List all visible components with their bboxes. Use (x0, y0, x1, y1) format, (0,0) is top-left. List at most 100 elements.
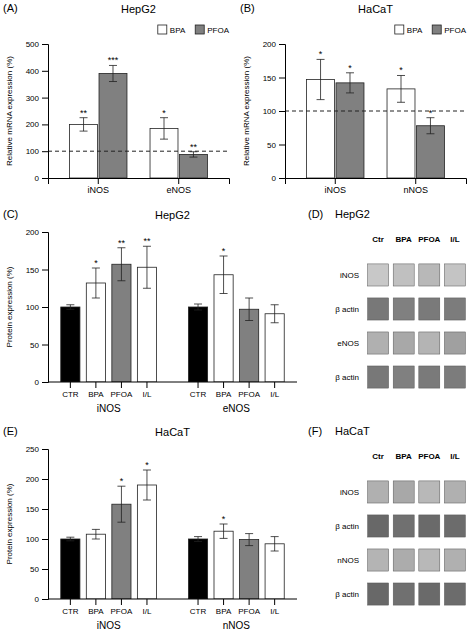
y-tick: 250 (26, 445, 48, 454)
blot-band (393, 298, 414, 320)
tick-line (274, 382, 275, 388)
y-tick: 150 (26, 505, 48, 514)
x-tick: PFOA (238, 599, 260, 616)
significance-label: * (429, 108, 433, 118)
legend: BPAPFOA (395, 25, 467, 35)
tick-label: 150 (26, 266, 40, 275)
blot-band (393, 549, 414, 571)
row-label: β actin (335, 590, 359, 599)
tick-line (42, 569, 48, 570)
axis-line (42, 450, 49, 600)
panel-label: (B) (240, 2, 255, 14)
tick-label: 0 (35, 378, 40, 387)
tick-label: I/L (143, 390, 152, 399)
row-label: iNOS (340, 488, 359, 497)
tick-line (249, 382, 250, 388)
blot-band (444, 583, 465, 605)
error-bar (346, 73, 354, 93)
panel-label: (E) (3, 425, 18, 437)
x-tick: CTR (190, 382, 207, 399)
x-axis: iNOSeNOS (49, 178, 230, 195)
error-bar (143, 470, 151, 500)
blot-band (419, 298, 440, 320)
panel-label: (C) (3, 208, 18, 220)
column-header: BPA (396, 235, 413, 244)
title: HaCaT (335, 425, 370, 437)
tick-line (42, 98, 48, 99)
plot-area (61, 246, 284, 382)
tick-label: 0 (35, 174, 40, 183)
blot-band (419, 583, 440, 605)
y-tick: 100 (263, 107, 285, 116)
tick-label: 100 (26, 147, 40, 156)
x-axis: CTRBPAPFOAI/L (190, 599, 280, 616)
plot-area (61, 470, 284, 599)
tick-line (121, 599, 122, 605)
y-axis-title: Relative mRNA expression (%) (5, 56, 14, 166)
tick-line (42, 345, 48, 346)
tick-label: 250 (26, 445, 40, 454)
legend-label: PFOA (444, 26, 466, 35)
x-tick: CTR (62, 599, 79, 616)
x-tick: I/L (270, 382, 279, 399)
x-tick: iNOS (88, 178, 110, 195)
legend-swatch (158, 25, 167, 34)
y-tick: 150 (263, 74, 285, 83)
blot-band (419, 515, 440, 537)
x-tick: I/L (143, 599, 152, 616)
tick-label: 100 (263, 107, 277, 116)
tick-label: 50 (30, 341, 39, 350)
tick-line (42, 539, 48, 540)
row-label: iNOS (340, 271, 359, 280)
column-header: I/L (450, 235, 459, 244)
blot-band (393, 583, 414, 605)
y-axis-title: Protein expression (%) (5, 483, 14, 564)
significance-label: * (222, 514, 226, 524)
axis-line (42, 45, 49, 179)
y-tick: 200 (26, 120, 48, 129)
y-tick: 150 (26, 266, 48, 275)
column-header: PFOA (418, 452, 440, 461)
blot: CtrBPAPFOAI/LiNOSβ actineNOSβ actin (335, 235, 465, 388)
tick-line (198, 599, 199, 605)
x-axis: CTRBPAPFOAI/L (62, 599, 152, 616)
bar (61, 307, 80, 382)
bar (214, 531, 233, 599)
blot-band (419, 481, 440, 503)
title: HepG2 (335, 208, 370, 220)
panel: ********0100200300400500iNOSeNOSRelative… (5, 3, 230, 195)
blot-band (419, 332, 440, 354)
column-header: Ctr (372, 452, 384, 461)
tick-label: 100 (26, 535, 40, 544)
axis-line (42, 233, 49, 383)
legend-item: PFOA (195, 25, 229, 35)
y-tick: 50 (30, 341, 48, 350)
error-bar (271, 305, 279, 323)
tick-line (95, 382, 96, 388)
significance-label: * (222, 246, 226, 256)
y-axis-title: Protein expression (%) (5, 266, 14, 347)
tick-label: iNOS (325, 185, 347, 195)
y-tick: 50 (30, 565, 48, 574)
tick-label: 500 (26, 40, 40, 49)
blot-band (393, 515, 414, 537)
tick-line (42, 307, 48, 308)
significance-label: ** (190, 142, 198, 152)
y-axis: 050100150200 (26, 228, 49, 387)
bar (137, 485, 156, 599)
y-tick: 0 (35, 595, 48, 604)
blot-band (393, 481, 414, 503)
tick-label: BPA (88, 607, 104, 616)
y-axis: 0 50 100 150 200 250 (26, 445, 49, 604)
row-label: β actin (335, 373, 359, 382)
blot-band (444, 264, 465, 286)
tick-line (146, 599, 147, 605)
error-bar (117, 248, 125, 281)
significance-label: ** (80, 108, 88, 118)
x-tick: I/L (143, 382, 152, 399)
x-tick: nNOS (403, 178, 428, 195)
tick-label: 200 (26, 475, 40, 484)
bar (61, 539, 80, 599)
error-bar (189, 152, 197, 157)
title: HaCaT (155, 426, 190, 438)
